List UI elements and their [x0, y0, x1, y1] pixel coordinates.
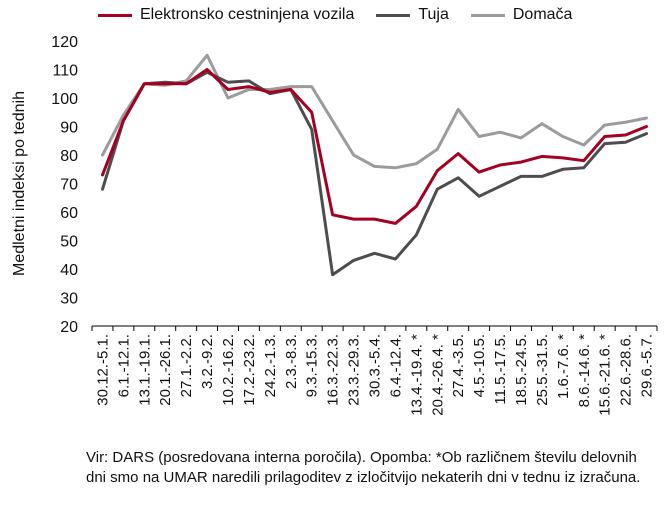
y-tick-label: 90 — [60, 120, 78, 137]
y-tick-label: 50 — [60, 234, 78, 251]
x-tick-label: 20.4.-26.4. * — [429, 334, 446, 416]
chart-legend: Elektronsko cestninjena vozila Tuja Doma… — [98, 6, 572, 24]
x-tick-label: 16.3.-22.3. — [325, 334, 342, 406]
x-tick-label: 13.4.-19.4. * — [408, 334, 425, 416]
y-tick-label: 120 — [51, 34, 78, 51]
legend-label-electronic: Elektronsko cestninjena vozila — [140, 6, 355, 23]
x-tick-label: 9.3.-15.3. — [304, 334, 321, 397]
x-tick-label: 24.2.-1.3. — [262, 334, 279, 397]
x-tick-label: 22.6.-28.6. — [618, 334, 635, 406]
x-tick-label: 17.2.-23.2. — [241, 334, 258, 406]
x-tick-label: 13.1.-19.1. — [136, 334, 153, 406]
series-line-electronic — [101, 68, 648, 225]
x-tick-label: 30.3.-5.4. — [367, 334, 384, 397]
x-tick-label: 25.5.-31.5. — [534, 334, 551, 406]
legend-item-foreign: Tuja — [376, 6, 449, 24]
y-tick-label: 100 — [51, 91, 78, 108]
y-tick-label: 70 — [60, 177, 78, 194]
x-tick-label: 30.12.-5.1. — [94, 334, 111, 406]
legend-label-domestic: Domača — [512, 6, 573, 23]
series-line-domestic — [101, 53, 648, 170]
x-tick-label: 6.1.-12.1. — [115, 334, 132, 397]
legend-item-electronic: Elektronsko cestninjena vozila — [98, 6, 354, 24]
x-tick-label: 2.3.-8.3. — [283, 334, 300, 389]
legend-swatch-electronic — [98, 13, 132, 17]
y-tick-label: 60 — [60, 205, 78, 222]
y-tick-label: 30 — [60, 291, 78, 308]
x-tick-label: 11.5.-17.5. — [492, 334, 509, 405]
y-tick-label: 40 — [60, 262, 78, 279]
x-tick-label: 27.4.-3.5. — [450, 334, 467, 397]
x-tick-label: 6.4.-12.4. — [387, 334, 404, 397]
y-tick-label: 80 — [60, 148, 78, 165]
x-tick-label: 10.2.-16.2. — [220, 334, 237, 406]
y-tick-label: 20 — [60, 319, 78, 336]
x-tick-label: 20.1.-26.1. — [157, 334, 174, 406]
y-tick-label: 110 — [52, 63, 78, 80]
x-tick-label: 1.6.-7.6. * — [555, 334, 572, 399]
source-note: Vir: DARS (posredovana interna poročila)… — [86, 449, 641, 486]
series-line-foreign — [101, 70, 648, 277]
x-tick-label: 15.6.-21.6. * — [597, 334, 614, 416]
x-tick-label: 3.2.-9.2. — [199, 334, 216, 389]
x-tick-label: 4.5.-10.5. — [471, 334, 488, 397]
x-tick-label: 23.3.-29.3. — [346, 334, 363, 406]
x-tick-label: 18.5.-24.5. — [513, 334, 530, 406]
legend-swatch-foreign — [376, 13, 411, 17]
legend-label-foreign: Tuja — [418, 6, 449, 23]
x-tick-label: 8.6.-14.6. * — [576, 334, 593, 408]
x-tick-label: 29.6.-5.7. — [639, 334, 656, 397]
y-axis-title: Medletni indeksi po tednih — [11, 91, 28, 276]
legend-swatch-domestic — [470, 13, 505, 17]
legend-item-domestic: Domača — [470, 6, 573, 24]
x-tick-label: 27.1.-2.2. — [178, 334, 195, 397]
line-chart: 20 30 40 50 60 70 80 90 100 110 120 Medletni indeks… — [11, 34, 658, 416]
